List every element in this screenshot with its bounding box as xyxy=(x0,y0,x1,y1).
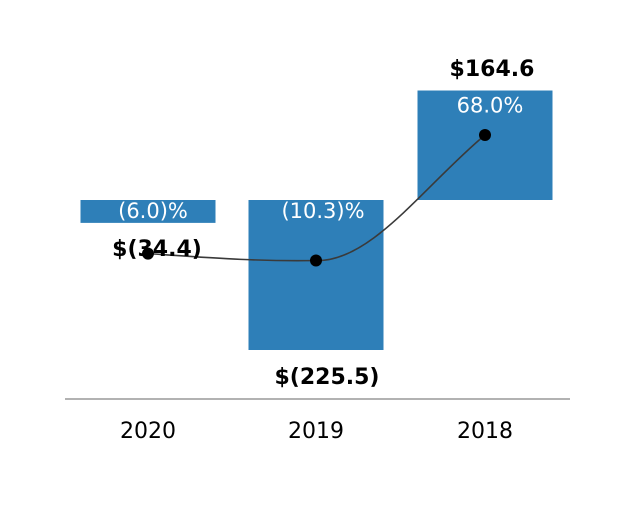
trend-point-2019 xyxy=(310,254,322,267)
x-tick-label-2019: 2019 xyxy=(288,419,344,444)
value-label-2020: $(34.4) xyxy=(112,237,202,262)
bar-2020 xyxy=(80,200,216,223)
trend-point-2018 xyxy=(479,129,491,141)
value-label-2018: $164.6 xyxy=(450,57,535,82)
margin-label-2019: (10.3)% xyxy=(281,199,364,223)
value-label-2019: $(225.5) xyxy=(274,365,379,390)
bar-2018 xyxy=(417,90,553,200)
trend-point-2020 xyxy=(142,247,154,260)
margin-label-2018: 68.0% xyxy=(457,94,524,118)
x-tick-label-2020: 2020 xyxy=(120,419,176,444)
margin-label-2020: (6.0)% xyxy=(118,199,188,223)
bar-2019 xyxy=(248,200,384,350)
x-tick-label-2018: 2018 xyxy=(457,419,513,444)
